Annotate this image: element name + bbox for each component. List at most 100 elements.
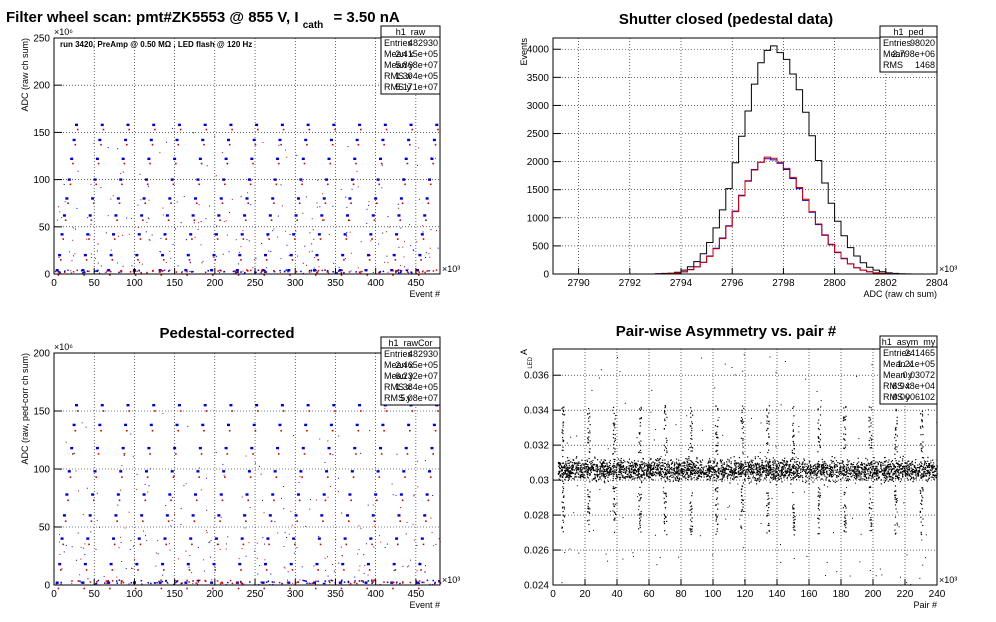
- asym-point: [635, 462, 637, 464]
- asym-point: [784, 457, 786, 459]
- plot-frame: [53, 37, 441, 275]
- asym-point: [754, 462, 756, 465]
- data-point-blue: [227, 423, 231, 427]
- data-point-scatter: [274, 521, 276, 523]
- data-point-red: [165, 543, 167, 546]
- asym-point: [572, 465, 574, 468]
- asym-point: [758, 473, 760, 475]
- asym-point: [821, 478, 823, 480]
- data-point-base: [246, 269, 248, 271]
- asym-point: [611, 465, 614, 467]
- data-point-red: [327, 183, 329, 186]
- asym-point: [742, 473, 744, 475]
- asym-point: [798, 465, 800, 467]
- asym-point: [575, 462, 577, 464]
- asym-point: [855, 466, 857, 468]
- data-point-red: [224, 183, 226, 186]
- asym-point: [767, 465, 769, 467]
- asym-point: [581, 475, 583, 477]
- data-point-blue: [292, 233, 296, 236]
- asym-point: [785, 473, 787, 475]
- data-point-blue: [252, 138, 256, 142]
- data-point-blue: [140, 514, 144, 517]
- asym-point: [899, 465, 902, 467]
- asym-point: [909, 475, 911, 477]
- asym-point: [789, 469, 791, 472]
- data-point-base: [371, 579, 373, 581]
- asym-point: [740, 471, 742, 473]
- data-point-scatter: [437, 247, 439, 249]
- asym-point: [660, 474, 663, 476]
- asym-point: [602, 474, 605, 476]
- asym-point: [805, 475, 807, 477]
- data-point-scatter: [314, 257, 316, 259]
- asym-point: [896, 468, 898, 470]
- asym-point: [694, 469, 696, 471]
- asym-point: [762, 465, 764, 467]
- asym-point: [601, 473, 603, 475]
- asym-point: [601, 469, 603, 471]
- asym-point: [599, 473, 601, 475]
- asym-point: [627, 467, 629, 469]
- asym-point: [926, 470, 928, 472]
- asym-point: [758, 468, 760, 470]
- data-point-blue: [67, 470, 71, 473]
- asym-point: [757, 455, 759, 458]
- data-point-scatter: [424, 565, 426, 567]
- data-point-scatter: [220, 583, 222, 585]
- asym-point: [830, 466, 832, 469]
- asym-point: [748, 465, 751, 467]
- asym-point: [830, 475, 832, 477]
- x-tick-label: 2798: [772, 278, 795, 289]
- asym-spike-point: [614, 448, 616, 450]
- asym-point: [579, 474, 581, 477]
- asym-point: [761, 461, 764, 464]
- asym-point: [576, 471, 578, 473]
- data-point-red: [334, 128, 336, 131]
- data-point-red: [329, 162, 332, 165]
- data-point-scatter: [262, 142, 264, 144]
- data-point-red: [74, 429, 77, 432]
- asym-point: [858, 471, 860, 473]
- asym-point: [562, 462, 564, 464]
- asym-point: [729, 471, 731, 474]
- asym-point: [651, 464, 653, 467]
- data-point-scatter: [122, 171, 124, 173]
- asym-point: [650, 474, 653, 476]
- data-point-blue: [247, 178, 251, 181]
- data-point-scatter: [254, 550, 256, 552]
- asym-point: [755, 483, 758, 485]
- data-point-scatter: [416, 570, 418, 572]
- asym-point: [795, 471, 797, 473]
- asym-point: [750, 481, 752, 483]
- data-point-scatter: [96, 492, 98, 494]
- asym-point: [913, 471, 915, 474]
- asym-point: [580, 468, 582, 471]
- asym-spike-point: [614, 512, 616, 514]
- data-point-blue: [381, 423, 385, 427]
- asym-point: [605, 473, 607, 475]
- data-point-blue: [294, 214, 298, 217]
- asym-point: [928, 475, 930, 477]
- asym-point: [682, 465, 684, 467]
- data-point-blue: [346, 514, 350, 517]
- asym-point: [603, 470, 605, 472]
- asym-point: [637, 472, 639, 474]
- asym-point: [797, 472, 799, 474]
- data-point-base: [192, 580, 194, 582]
- data-point-base: [240, 580, 242, 583]
- data-point-base: [192, 270, 194, 273]
- data-point-scatter: [272, 230, 274, 232]
- asym-point: [765, 460, 767, 462]
- data-point-red: [371, 543, 373, 546]
- asym-point: [805, 469, 807, 471]
- asym-point: [695, 467, 697, 469]
- data-point-red: [69, 476, 72, 478]
- data-point-base: [158, 271, 161, 273]
- asym-point: [775, 484, 777, 486]
- asym-point: [718, 475, 720, 477]
- asym-point: [836, 480, 838, 482]
- asym-point: [615, 477, 617, 480]
- data-point-scatter: [366, 222, 368, 224]
- asym-point: [761, 459, 763, 462]
